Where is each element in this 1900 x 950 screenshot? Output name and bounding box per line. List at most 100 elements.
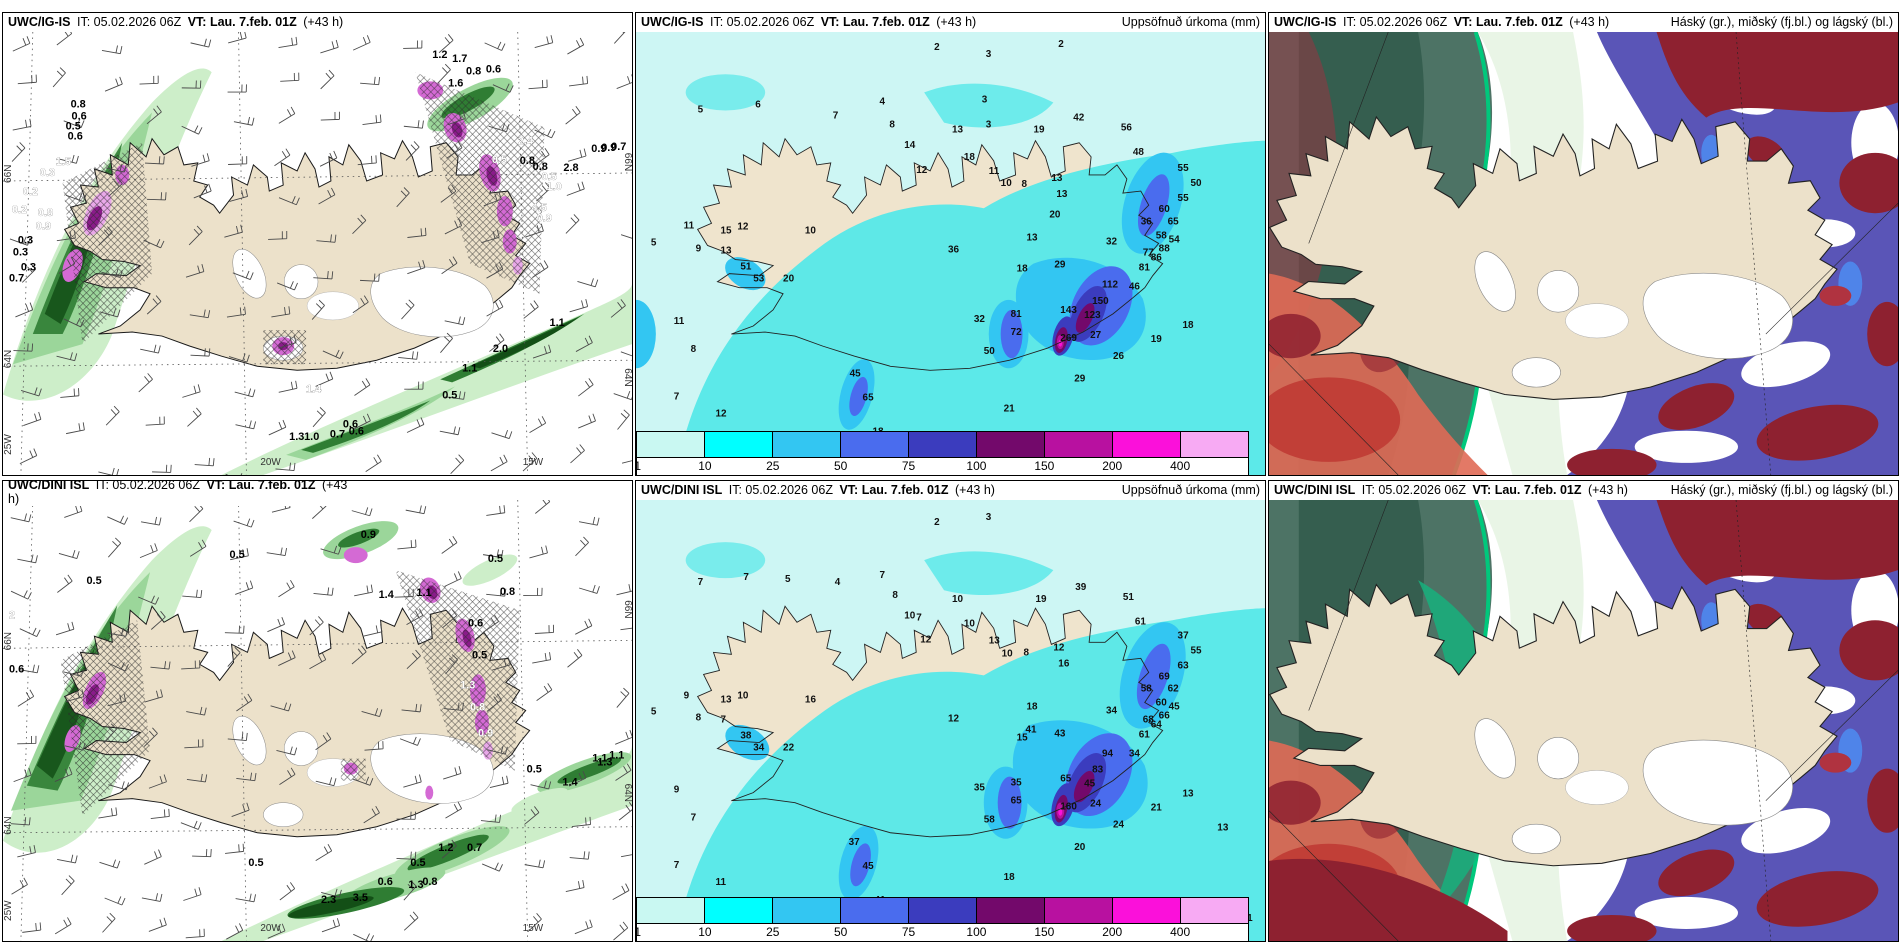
svg-text:11: 11 (674, 316, 685, 327)
svg-text:7: 7 (916, 612, 922, 623)
init-time: IT: 05.02.2026 06Z (1342, 15, 1448, 29)
svg-text:0.8: 0.8 (470, 701, 485, 713)
svg-text:37: 37 (1178, 630, 1189, 641)
svg-text:60: 60 (1156, 697, 1167, 708)
panel-title: UWC/IG-IS IT: 05.02.2026 06Z VT: Lau. 7.… (641, 15, 980, 29)
svg-text:10: 10 (805, 225, 816, 236)
precip-map: 3 2 7 7 5 4 7 8 7 10 10 10 12 13 10 8 12 16 19 39 51 61 37 55 63… (636, 500, 1265, 941)
svg-text:0.7: 0.7 (9, 273, 24, 285)
colorbar-cell (1181, 898, 1248, 923)
svg-text:5: 5 (651, 237, 657, 248)
wind-barbs (9, 32, 632, 475)
model-name: UWC/DINI ISL (8, 480, 90, 492)
svg-text:0.8: 0.8 (71, 98, 86, 110)
colorbar-cell (1113, 432, 1181, 457)
svg-text:61: 61 (1139, 730, 1150, 741)
colorbar-tick-label: 400 (1170, 459, 1191, 473)
colorbar-cell (977, 898, 1045, 923)
svg-text:39: 39 (1075, 582, 1086, 593)
svg-text:0.2: 0.2 (23, 186, 38, 198)
svg-text:0.8: 0.8 (38, 207, 53, 219)
model-name: UWC/IG-IS (8, 15, 71, 29)
panel-subtitle: Uppsöfnuð úrkoma (mm) (1115, 15, 1260, 29)
colorbar-colors (637, 432, 1248, 458)
svg-text:8: 8 (889, 120, 895, 131)
colorbar-tick-label: 75 (901, 459, 916, 473)
svg-text:5: 5 (698, 104, 704, 115)
svg-text:0.9: 0.9 (478, 727, 493, 739)
svg-text:13: 13 (1051, 173, 1062, 184)
colorbar-tick-label: 10 (698, 459, 712, 473)
svg-text:5: 5 (785, 574, 791, 585)
wind-map: 0.8 0.6 0.5 0.6 1.5 0.3 0.2 0.2 0.8 0.9 0.3 0.3 0.3 0… (3, 32, 632, 475)
svg-text:3: 3 (986, 512, 992, 523)
svg-text:65: 65 (863, 392, 874, 403)
svg-text:25W: 25W (3, 900, 14, 921)
svg-text:18: 18 (964, 152, 975, 163)
colorbar-tick-label: 150 (1034, 459, 1055, 473)
svg-text:0.5: 0.5 (527, 764, 542, 776)
svg-text:86: 86 (1151, 252, 1162, 263)
svg-text:1.1: 1.1 (609, 750, 624, 762)
svg-text:34: 34 (753, 743, 764, 754)
colorbar-cell (977, 432, 1045, 457)
panel-subtitle: Háský (gr.), miðský (fj.bl.) og lágský (… (1664, 15, 1893, 29)
init-time: IT: 05.02.2026 06Z (1361, 483, 1466, 497)
colorbar-tick-label: 100 (966, 925, 987, 939)
svg-text:51: 51 (1123, 592, 1134, 603)
svg-text:269: 269 (1060, 333, 1077, 344)
colorbar-cell (637, 432, 705, 457)
svg-text:15: 15 (720, 225, 731, 236)
lead-time: (+43 h) (303, 15, 344, 29)
svg-text:2.0: 2.0 (493, 343, 508, 355)
valid-time: VT: Lau. 7.feb. 01Z (839, 483, 949, 497)
init-time: IT: 05.02.2026 06Z (709, 15, 815, 29)
svg-text:32: 32 (1106, 236, 1117, 247)
valid-time: VT: Lau. 7.feb. 01Z (1472, 483, 1582, 497)
svg-text:15W: 15W (523, 457, 544, 468)
svg-text:5: 5 (651, 706, 657, 717)
svg-text:7: 7 (720, 714, 726, 725)
svg-text:12: 12 (916, 165, 927, 176)
svg-text:43: 43 (1054, 729, 1065, 740)
svg-text:46: 46 (1129, 282, 1140, 293)
svg-text:0.5: 0.5 (66, 121, 81, 133)
colorbar-tick-label: 50 (833, 459, 848, 473)
svg-text:7: 7 (691, 813, 697, 824)
svg-text:7: 7 (698, 577, 704, 588)
svg-text:15: 15 (1017, 733, 1028, 744)
svg-text:1.3: 1.3 (408, 879, 423, 891)
init-time: IT: 05.02.2026 06Z (76, 15, 182, 29)
svg-text:65: 65 (1011, 796, 1022, 807)
svg-text:69: 69 (1159, 671, 1170, 682)
svg-text:0.9: 0.9 (537, 212, 552, 224)
svg-text:42: 42 (1073, 113, 1084, 124)
svg-text:8: 8 (1024, 647, 1030, 658)
svg-text:58: 58 (1141, 683, 1152, 694)
colorbar: 1 10 25 50 75 100 150 200 400 (636, 431, 1249, 475)
colorbar-tick-label: 25 (766, 925, 780, 939)
wind-map-svg: 0.80.60.50.61.50.30.20.2 0.80.90.30.30.30… (3, 32, 632, 475)
svg-text:4: 4 (879, 96, 885, 107)
svg-text:13: 13 (1217, 823, 1228, 834)
init-time: IT: 05.02.2026 06Z (95, 480, 200, 492)
svg-text:19: 19 (1151, 334, 1162, 345)
svg-text:25W: 25W (3, 434, 14, 455)
svg-text:26: 26 (1113, 351, 1124, 362)
svg-text:12: 12 (948, 713, 959, 724)
svg-text:1.4: 1.4 (306, 383, 322, 395)
svg-text:6: 6 (755, 99, 761, 110)
colorbar: 1 10 25 50 75 100 150 200 400 (636, 897, 1249, 941)
svg-text:1.0: 1.0 (547, 181, 562, 193)
svg-text:7: 7 (674, 860, 680, 871)
svg-text:81: 81 (1011, 309, 1022, 320)
svg-text:0.6: 0.6 (68, 131, 83, 143)
svg-text:0.3: 0.3 (40, 167, 55, 179)
svg-text:51: 51 (740, 262, 751, 273)
colorbar-cell (841, 432, 909, 457)
colorbar-cell (1181, 432, 1248, 457)
wind-map-svg: 0.90.5 0.50.50.820.61.4 1.10.60.51.30.80.9… (3, 500, 632, 941)
panel-title: UWC/IG-IS IT: 05.02.2026 06Z VT: Lau. 7.… (8, 15, 347, 29)
precip-shading (675, 542, 1265, 941)
svg-text:11: 11 (715, 877, 726, 888)
